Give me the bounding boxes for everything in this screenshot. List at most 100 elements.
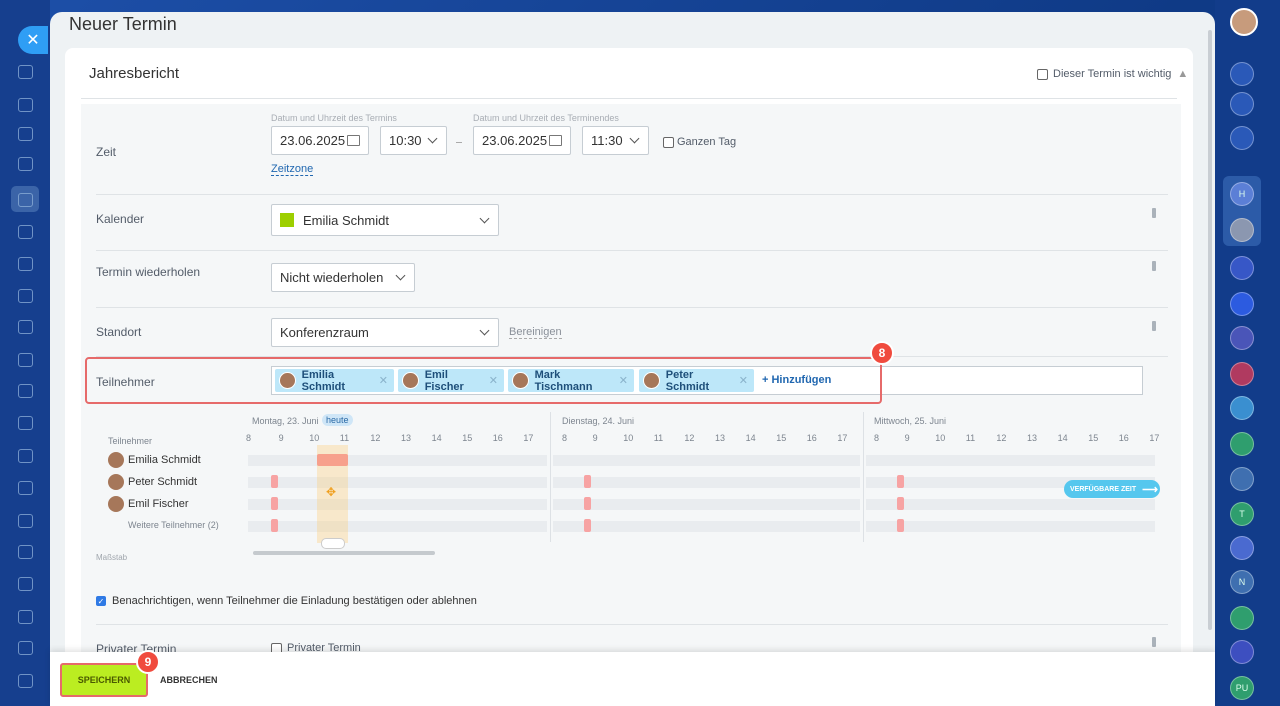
hour-label: 11 [965,433,976,443]
hour-label: 10 [623,433,634,443]
close-button[interactable]: ✕ [18,26,48,54]
nav-icon[interactable] [18,98,33,112]
nav-icon[interactable] [18,157,33,171]
planner-header: Teilnehmer [108,436,153,446]
hour-label: 16 [806,433,817,443]
row-name: Weitere Teilnehmer (2) [128,520,219,530]
attendee-chip[interactable]: Peter Schmidt ✕ [639,369,754,393]
nav-icon[interactable] [18,641,33,655]
date-input[interactable]: 23.06.2025 [473,126,571,155]
sidebar-icon[interactable] [1230,396,1254,420]
nav-icon[interactable] [18,65,33,79]
day-label: Dienstag, 24. Juni [562,416,635,426]
sidebar-icon[interactable]: T [1230,502,1254,526]
user-avatar[interactable] [1230,8,1258,36]
busy-block [897,519,904,532]
pin-icon[interactable] [1152,321,1156,331]
nav-icon[interactable] [18,514,33,528]
h-scrollbar[interactable] [253,551,435,555]
row-stripe [866,477,1155,488]
sidebar-icon[interactable] [1230,467,1254,491]
sidebar-icon[interactable] [1230,256,1254,280]
remove[interactable]: ✕ [378,375,388,387]
attendee-chip[interactable]: Emil Fischer ✕ [398,369,504,393]
nav-icon[interactable] [18,481,33,495]
add-attendee[interactable]: + Hinzufügen [762,374,832,386]
time-input[interactable]: 11:30 [582,126,649,155]
sidebar-icon[interactable]: H [1230,182,1254,206]
nav-icon[interactable] [18,674,33,688]
free-time-button[interactable]: VERFÜGBARE ZEIT ⟶ [1064,480,1160,498]
pin-icon[interactable] [1152,208,1156,218]
pin-icon[interactable] [1152,261,1156,271]
sidebar-icon[interactable] [1230,640,1254,664]
value: 11:30 [591,133,623,148]
sidebar-icon[interactable] [1230,218,1254,242]
sidebar-icon[interactable] [1230,292,1254,316]
remove[interactable]: ✕ [488,375,498,387]
nav-icon[interactable] [18,610,33,624]
hour-label: 10 [935,433,946,443]
row-stripe [553,477,860,488]
save-button[interactable]: SPEICHERN [60,663,148,697]
nav-icon[interactable] [18,257,33,271]
sidebar-icon[interactable] [1230,126,1254,150]
sidebar-icon[interactable] [1230,62,1254,86]
drag-handle: ✥ [326,485,337,499]
nav-icon[interactable] [18,289,33,303]
nav-icon[interactable] [18,449,33,463]
repeat-select[interactable]: Nicht wiederholen [271,263,415,292]
notify-checkbox[interactable]: ✓ Benachrichtigen, wenn Teilnehmer die Ei… [96,595,477,607]
nav-icon[interactable] [18,320,33,334]
sidebar-icon[interactable] [1230,606,1254,630]
all-day-checkbox[interactable]: Ganzen Tag [663,136,736,148]
cancel-button[interactable]: ABBRECHEN [160,675,218,685]
right-sidebar [1215,0,1280,706]
sidebar-icon[interactable] [1230,92,1254,116]
value: 10:30 [389,133,422,148]
hour-label: 14 [1057,433,1068,443]
attendee-chip[interactable]: Mark Tischmann ✕ [508,369,634,393]
remove[interactable]: ✕ [738,375,748,387]
sidebar-icon[interactable] [1230,362,1254,386]
row-label: Termin wiederholen [96,265,201,279]
nav-icon[interactable] [18,127,33,141]
busy-block [317,454,348,466]
sidebar-icon[interactable] [1230,536,1254,560]
nav-icon[interactable] [18,225,33,239]
time-input[interactable]: 10:30 [380,126,447,155]
hour-label: 12 [684,433,695,443]
nav-icon[interactable] [18,416,33,430]
nav-icon[interactable] [18,577,33,591]
row-stripe [553,499,860,510]
row-name: Emilia Schmidt [128,454,201,466]
dash [456,142,462,143]
sidebar-icon[interactable] [1230,326,1254,350]
row-name: Emil Fischer [128,498,189,510]
timezone-link[interactable]: Zeitzone [271,163,314,176]
location-select[interactable]: Konferenzraum [271,318,499,347]
important-toggle[interactable]: Dieser Termin ist wichtig ▲ [1037,68,1188,80]
nav-icon[interactable] [18,384,33,398]
busy-block [584,519,591,532]
nav-icon[interactable] [18,353,33,367]
pin-icon[interactable] [1152,637,1156,647]
date-input[interactable]: 23.06.2025 [271,126,369,155]
hour-label: 10 [309,433,320,443]
remove[interactable]: ✕ [618,375,628,387]
attendee-chip[interactable]: Emilia Schmidt ✕ [275,369,394,393]
footer [50,652,1215,706]
nav-icon[interactable] [18,193,33,207]
clear-link[interactable]: Bereinigen [509,326,562,339]
sidebar-icon[interactable]: N [1230,570,1254,594]
row-stripe [248,521,547,532]
row-stripe [866,499,1155,510]
calendar-select[interactable]: Emilia Schmidt [271,204,499,236]
nav-icon[interactable] [18,545,33,559]
left-sidebar: ✕ [0,0,50,706]
sidebar-icon[interactable] [1230,432,1254,456]
sidebar-icon[interactable]: PU [1230,676,1254,700]
expand-handle[interactable] [321,538,345,549]
important-label: Dieser Termin ist wichtig [1053,68,1172,80]
scale-label: Maßstab [96,553,128,562]
